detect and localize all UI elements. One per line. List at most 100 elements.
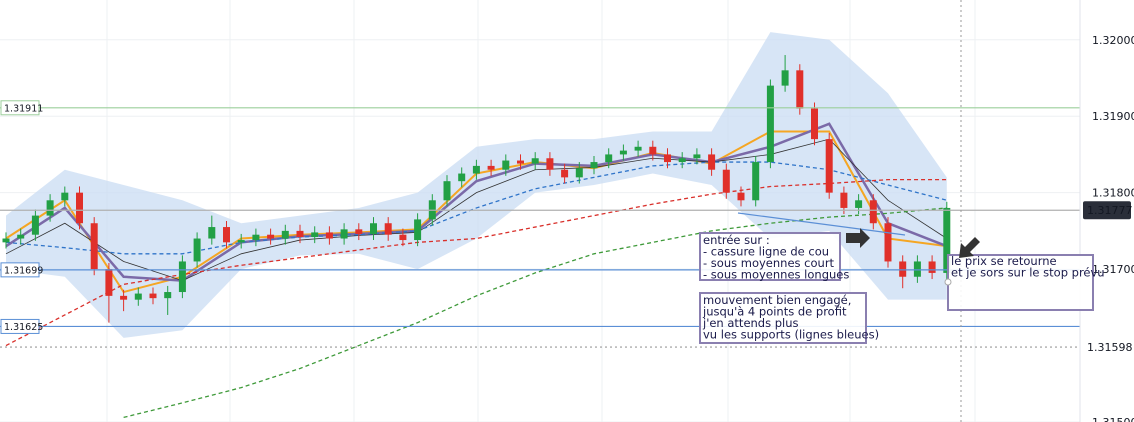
- candle-body: [531, 158, 539, 164]
- arrow: [846, 228, 870, 248]
- candle-body: [634, 146, 642, 151]
- candle-body: [31, 215, 39, 235]
- candle-body: [693, 154, 701, 159]
- candle-body: [708, 154, 716, 170]
- price-tag-label: 1.31777: [1087, 204, 1133, 217]
- candle-body: [208, 227, 216, 239]
- annotation-text: entrée sur :: [703, 233, 770, 247]
- neckline: [737, 212, 906, 236]
- candle-body: [414, 219, 422, 241]
- candle-body: [517, 160, 524, 164]
- annotation-box: [699, 232, 841, 281]
- annotation-text: vu les supports (lignes bleues): [703, 328, 879, 342]
- candle-body: [370, 223, 377, 234]
- candle-body: [913, 261, 921, 277]
- bollinger-band: [6, 32, 947, 338]
- candle-body: [943, 207, 951, 273]
- level-label-box: [0, 318, 40, 334]
- candle-body: [928, 261, 936, 273]
- annotation-text: - sous moyennes longues: [703, 268, 849, 282]
- candle-body: [120, 295, 128, 300]
- indicator-line: [5, 122, 948, 282]
- candle-body: [590, 162, 598, 169]
- candle-body: [899, 261, 907, 277]
- candle-body: [796, 70, 804, 109]
- y-tick-label: 1.32000: [1092, 34, 1134, 47]
- candle-body: [766, 85, 774, 163]
- candle-body: [17, 234, 25, 239]
- indicator-line: [5, 138, 948, 281]
- candle-body: [869, 200, 877, 224]
- candle-body: [722, 169, 730, 193]
- candle-body: [781, 70, 789, 86]
- candle-body: [825, 139, 833, 193]
- candle-body: [443, 181, 451, 201]
- annotation-box: [699, 292, 867, 344]
- candle-body: [2, 238, 10, 243]
- level-label-box: [0, 262, 40, 278]
- candle-body: [605, 154, 613, 163]
- y-tick-label: 1.31500: [1092, 416, 1134, 422]
- candle-body: [223, 227, 230, 243]
- annotation-text: et je sors sur le stop prévu: [951, 266, 1105, 280]
- candle-body: [502, 160, 510, 170]
- candle-body: [134, 293, 142, 300]
- candle-body: [355, 229, 363, 234]
- candle-body: [678, 158, 686, 163]
- candle-body: [311, 232, 319, 237]
- annotation-text: - cassure ligne de cou: [703, 245, 829, 259]
- candle-body: [472, 165, 480, 174]
- annotation-text: le prix se retourne: [951, 254, 1057, 268]
- candle-body: [840, 192, 848, 208]
- level-label: 1.31598: [1087, 341, 1133, 354]
- candle-body: [855, 200, 863, 208]
- candle-body: [267, 234, 275, 239]
- candle-body: [281, 230, 289, 239]
- y-tick-label: 1.31800: [1092, 187, 1134, 200]
- candle-body: [164, 292, 172, 299]
- marker: [944, 278, 952, 286]
- indicator-line: [5, 179, 947, 347]
- candle-body: [458, 173, 466, 182]
- annotation-box: [947, 254, 1094, 311]
- arrow: [959, 237, 980, 258]
- candle-body: [487, 165, 495, 170]
- candle-body: [884, 223, 892, 262]
- candle-body: [399, 234, 407, 241]
- price-tag: [1083, 201, 1131, 220]
- candle-body: [546, 158, 554, 170]
- annotation-text: jusqu'à 4 points de profit: [702, 305, 847, 319]
- candle-body: [752, 162, 760, 201]
- candle-body: [384, 223, 392, 235]
- candle-body: [76, 192, 83, 224]
- candle-body: [61, 192, 69, 201]
- candle-body: [193, 238, 201, 262]
- level-label: 1.31625: [4, 322, 43, 333]
- y-tick-label: 1.31900: [1092, 110, 1134, 123]
- candle-body: [664, 154, 671, 163]
- level-label-box: [0, 100, 40, 116]
- candle-body: [149, 293, 157, 299]
- candle-body: [237, 240, 245, 243]
- candle-body: [340, 229, 348, 239]
- candle-body: [90, 223, 98, 270]
- annotation-text: j'en attends plus: [702, 316, 799, 330]
- annotation-text: mouvement bien engagé,: [703, 293, 851, 307]
- level-label: 1.31911: [4, 103, 43, 114]
- annotation-text: - sous moyennes court: [703, 256, 835, 270]
- candle-body: [737, 192, 745, 201]
- candle-body: [325, 232, 333, 239]
- candle-body: [619, 150, 627, 155]
- candle-body: [46, 200, 54, 216]
- candle-body: [178, 261, 186, 293]
- candle-body: [811, 108, 818, 140]
- candle-body: [105, 269, 113, 296]
- indicator-line: [5, 161, 947, 255]
- candle-body: [575, 168, 583, 178]
- level-label: 1.31699: [4, 265, 43, 276]
- indicator-line: [123, 207, 947, 419]
- candle-body: [252, 234, 260, 241]
- candle-body: [296, 230, 304, 237]
- y-tick-label: 1.31700: [1092, 263, 1134, 276]
